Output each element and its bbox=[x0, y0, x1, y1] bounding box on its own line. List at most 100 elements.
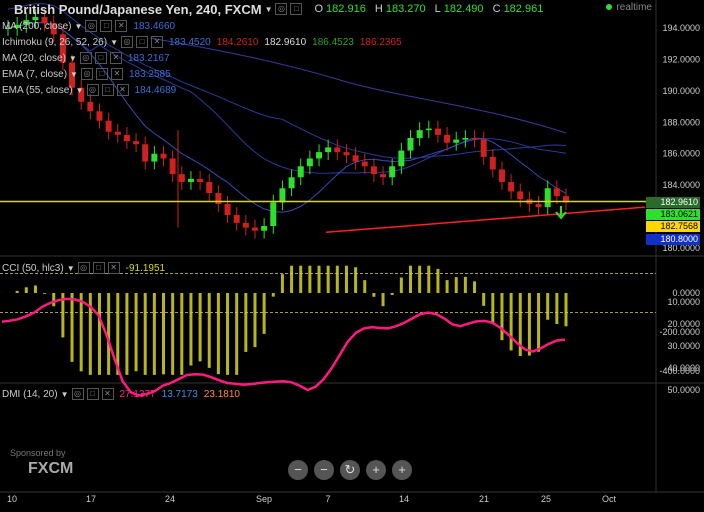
price-axis-label: 192.0000 bbox=[662, 54, 700, 64]
candle-body bbox=[187, 178, 194, 182]
indicator-row: Ichimoku (9, 26, 52, 26) ▼ ◎ □ ✕ 183.4520 184.… bbox=[2, 36, 402, 48]
indicator-value: 186.2365 bbox=[359, 36, 402, 48]
candle-body bbox=[96, 111, 103, 121]
indicator-close-icon[interactable]: ✕ bbox=[110, 68, 123, 80]
indicator-label[interactable]: EMA (55, close) bbox=[2, 84, 73, 96]
candle-body bbox=[178, 174, 185, 182]
ma-200-line bbox=[149, 37, 567, 134]
price-axis-label: 188.0000 bbox=[662, 117, 700, 127]
indicator-dropdown-icon[interactable]: ▼ bbox=[74, 21, 83, 31]
indicator-value: 183.4660 bbox=[133, 20, 176, 32]
indicator-hide-icon[interactable]: □ bbox=[100, 20, 113, 32]
indicator-value: 183.4520 bbox=[168, 36, 211, 48]
indicator-hide-icon[interactable]: □ bbox=[135, 36, 148, 48]
symbol-title[interactable]: British Pound/Japanese Yen, 240, FXCM bbox=[14, 1, 262, 17]
candle-body bbox=[325, 147, 332, 153]
candle-body bbox=[224, 204, 231, 215]
candle-body bbox=[87, 101, 94, 112]
dmi-dropdown-icon[interactable]: ▼ bbox=[60, 389, 69, 399]
candle-body bbox=[453, 139, 460, 143]
close-value: 182.961 bbox=[503, 3, 544, 15]
candle-body bbox=[215, 193, 222, 204]
indicator-dropdown-icon[interactable]: ▼ bbox=[70, 69, 78, 79]
chart-header: British Pound/Japanese Yen, 240, FXCM ▼ … bbox=[0, 0, 704, 18]
indicator-values: 183.4660 bbox=[127, 21, 175, 32]
candle-body bbox=[197, 178, 204, 182]
zoom-in-button[interactable]: + bbox=[366, 460, 386, 480]
scroll-right-button[interactable]: + bbox=[392, 460, 412, 480]
indicator-settings-icon[interactable]: ◎ bbox=[120, 36, 133, 48]
indicator-dropdown-icon[interactable]: ▼ bbox=[75, 85, 84, 95]
indicator-label[interactable]: MA (20, close) bbox=[2, 52, 66, 64]
cci-close-icon[interactable]: ✕ bbox=[107, 262, 120, 274]
settings-icon[interactable]: ◎ bbox=[275, 3, 288, 15]
sponsor-brand: FXCM bbox=[28, 460, 74, 477]
cci-dropdown-icon[interactable]: ▼ bbox=[66, 263, 75, 273]
indicator-close-icon[interactable]: ✕ bbox=[115, 20, 128, 32]
candle-body bbox=[471, 138, 478, 140]
price-marker: 180.8000 bbox=[646, 234, 700, 245]
indicator-hide-icon[interactable]: □ bbox=[101, 84, 114, 96]
candle-body bbox=[517, 191, 524, 200]
candle-body bbox=[270, 202, 277, 226]
candle-body bbox=[78, 87, 85, 102]
indicator-close-icon[interactable]: ✕ bbox=[109, 52, 122, 64]
indicator-settings-icon[interactable]: ◎ bbox=[86, 84, 99, 96]
indicator-label[interactable]: EMA (7, close) bbox=[2, 68, 68, 80]
indicator-value: 184.4689 bbox=[134, 84, 177, 96]
indicator-hide-icon[interactable]: □ bbox=[95, 68, 108, 80]
time-axis-label: 24 bbox=[165, 494, 175, 504]
sponsor-badge[interactable]: Sponsored by FXCM bbox=[10, 448, 73, 478]
cci-settings-icon[interactable]: ◎ bbox=[77, 262, 90, 274]
candle-body bbox=[23, 20, 30, 25]
dmi-settings-icon[interactable]: ◎ bbox=[71, 388, 84, 400]
dmi-hide-icon[interactable]: □ bbox=[86, 388, 99, 400]
indicator-values: 184.4689 bbox=[129, 85, 177, 96]
indicator-label[interactable]: MA (200, close) bbox=[2, 20, 72, 32]
high-value: 183.270 bbox=[385, 3, 426, 15]
symbol-dropdown-icon[interactable]: ▼ bbox=[264, 4, 273, 14]
cci-axis-label: 0.0000 bbox=[672, 288, 700, 298]
candle-body bbox=[498, 169, 505, 182]
candle-body bbox=[380, 174, 387, 178]
price-marker: 182.9610 bbox=[646, 197, 700, 208]
candle-body bbox=[306, 158, 313, 167]
candle-body bbox=[343, 152, 350, 156]
hide-icon[interactable]: □ bbox=[290, 3, 303, 15]
dmi-label[interactable]: DMI (14, 20) bbox=[2, 388, 58, 400]
indicator-value: 183.2167 bbox=[127, 52, 170, 64]
indicator-settings-icon[interactable]: ◎ bbox=[85, 20, 98, 32]
indicator-settings-icon[interactable]: ◎ bbox=[79, 52, 92, 64]
sponsor-text: Sponsored by bbox=[10, 448, 66, 458]
candle-body bbox=[69, 62, 76, 88]
dmi-close-icon[interactable]: ✕ bbox=[101, 388, 114, 400]
cci-legend: CCI (50, hlc3) ▼ ◎ □ ✕ -91.1951 bbox=[2, 262, 165, 274]
scroll-left-button[interactable]: − bbox=[288, 460, 308, 480]
indicator-hide-icon[interactable]: □ bbox=[94, 52, 107, 64]
indicator-row: MA (20, close) ▼ ◎ □ ✕ 183.2167 bbox=[2, 52, 170, 64]
indicator-dropdown-icon[interactable]: ▼ bbox=[110, 37, 118, 47]
indicator-close-icon[interactable]: ✕ bbox=[150, 36, 163, 48]
candle-body bbox=[251, 227, 258, 231]
candle-body bbox=[160, 153, 167, 159]
time-axis-label: Oct bbox=[602, 494, 617, 504]
candle-body bbox=[169, 158, 176, 175]
time-axis-label: 7 bbox=[325, 494, 330, 504]
zoom-out-button[interactable]: − bbox=[314, 460, 334, 480]
cci-label[interactable]: CCI (50, hlc3) bbox=[2, 262, 64, 274]
candle-body bbox=[480, 139, 487, 157]
indicator-settings-icon[interactable]: ◎ bbox=[80, 68, 93, 80]
indicator-close-icon[interactable]: ✕ bbox=[116, 84, 129, 96]
candle-body bbox=[352, 155, 359, 162]
candle-body bbox=[261, 226, 268, 231]
cci-hide-icon[interactable]: □ bbox=[92, 262, 105, 274]
candle-body bbox=[425, 128, 432, 131]
candle-body bbox=[32, 17, 39, 21]
time-axis-label: 17 bbox=[86, 494, 96, 504]
indicator-label[interactable]: Ichimoku (9, 26, 52, 26) bbox=[2, 36, 108, 48]
indicator-dropdown-icon[interactable]: ▼ bbox=[68, 53, 77, 63]
reset-button[interactable]: ↻ bbox=[340, 460, 360, 480]
dmi-value: 27.1377 bbox=[119, 388, 156, 400]
candle-body bbox=[444, 134, 451, 143]
